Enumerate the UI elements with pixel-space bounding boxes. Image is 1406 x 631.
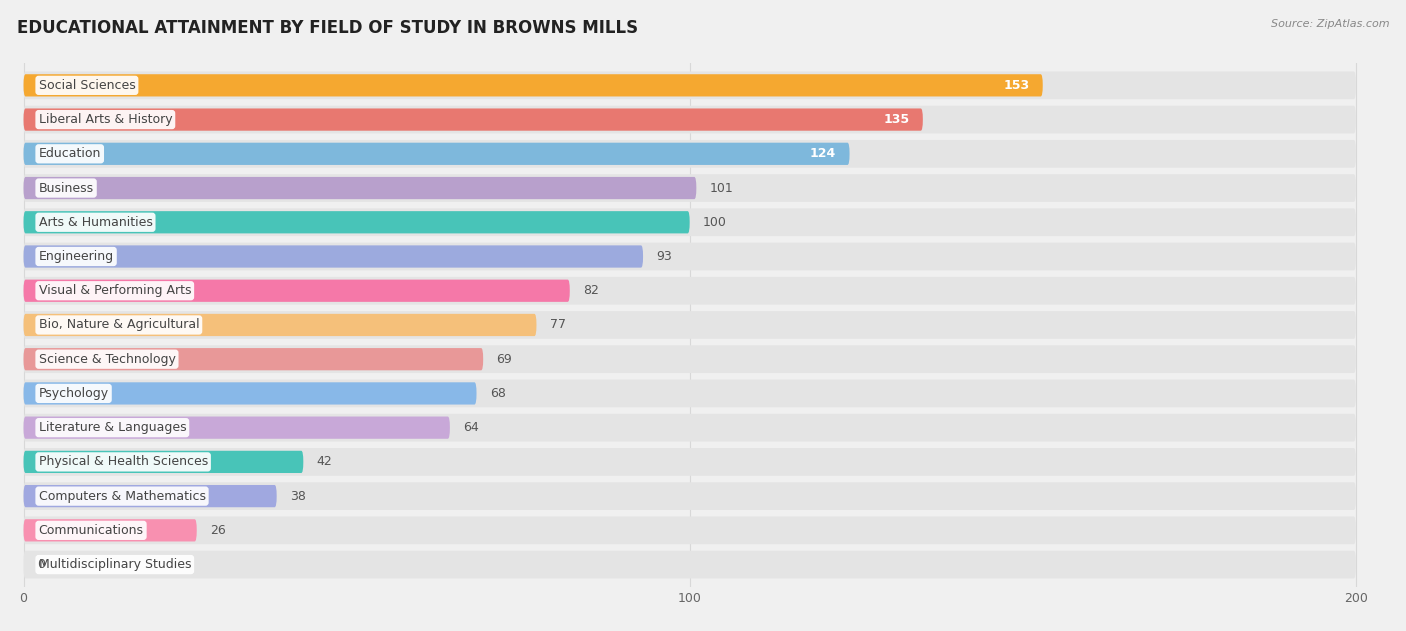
Text: 0: 0	[37, 558, 45, 571]
FancyBboxPatch shape	[24, 314, 537, 336]
FancyBboxPatch shape	[24, 311, 1355, 339]
Text: 69: 69	[496, 353, 512, 366]
Text: Science & Technology: Science & Technology	[38, 353, 176, 366]
FancyBboxPatch shape	[24, 380, 1355, 407]
FancyBboxPatch shape	[24, 451, 304, 473]
FancyBboxPatch shape	[24, 416, 450, 439]
Text: 38: 38	[290, 490, 307, 503]
Text: Liberal Arts & History: Liberal Arts & History	[38, 113, 172, 126]
FancyBboxPatch shape	[24, 109, 922, 131]
FancyBboxPatch shape	[24, 277, 1355, 305]
FancyBboxPatch shape	[24, 345, 1355, 373]
FancyBboxPatch shape	[24, 140, 1355, 168]
Text: 135: 135	[883, 113, 910, 126]
Text: Social Sciences: Social Sciences	[38, 79, 135, 92]
Text: 68: 68	[489, 387, 506, 400]
FancyBboxPatch shape	[24, 106, 1355, 133]
FancyBboxPatch shape	[24, 448, 1355, 476]
Text: Engineering: Engineering	[38, 250, 114, 263]
Text: Psychology: Psychology	[38, 387, 108, 400]
Text: Visual & Performing Arts: Visual & Performing Arts	[38, 284, 191, 297]
Text: 82: 82	[583, 284, 599, 297]
Text: Literature & Languages: Literature & Languages	[38, 421, 186, 434]
FancyBboxPatch shape	[24, 551, 1355, 579]
Text: Communications: Communications	[38, 524, 143, 537]
Text: EDUCATIONAL ATTAINMENT BY FIELD OF STUDY IN BROWNS MILLS: EDUCATIONAL ATTAINMENT BY FIELD OF STUDY…	[17, 19, 638, 37]
Text: 64: 64	[463, 421, 479, 434]
Text: Education: Education	[38, 147, 101, 160]
Text: 42: 42	[316, 456, 332, 468]
FancyBboxPatch shape	[24, 211, 690, 233]
FancyBboxPatch shape	[24, 174, 1355, 202]
FancyBboxPatch shape	[24, 519, 197, 541]
Text: 26: 26	[209, 524, 226, 537]
Text: 77: 77	[550, 319, 565, 331]
Text: 101: 101	[710, 182, 734, 194]
FancyBboxPatch shape	[24, 382, 477, 404]
Text: Computers & Mathematics: Computers & Mathematics	[38, 490, 205, 503]
Text: Physical & Health Sciences: Physical & Health Sciences	[38, 456, 208, 468]
FancyBboxPatch shape	[24, 243, 1355, 270]
Text: Source: ZipAtlas.com: Source: ZipAtlas.com	[1271, 19, 1389, 29]
FancyBboxPatch shape	[24, 143, 849, 165]
Text: Bio, Nature & Agricultural: Bio, Nature & Agricultural	[38, 319, 200, 331]
FancyBboxPatch shape	[24, 348, 484, 370]
FancyBboxPatch shape	[24, 482, 1355, 510]
FancyBboxPatch shape	[24, 177, 696, 199]
Text: 100: 100	[703, 216, 727, 229]
Text: Multidisciplinary Studies: Multidisciplinary Studies	[38, 558, 191, 571]
FancyBboxPatch shape	[24, 71, 1355, 99]
FancyBboxPatch shape	[24, 517, 1355, 544]
FancyBboxPatch shape	[24, 74, 1043, 97]
Text: Business: Business	[38, 182, 94, 194]
FancyBboxPatch shape	[24, 414, 1355, 442]
FancyBboxPatch shape	[24, 280, 569, 302]
FancyBboxPatch shape	[24, 485, 277, 507]
Text: 153: 153	[1004, 79, 1029, 92]
FancyBboxPatch shape	[24, 245, 643, 268]
FancyBboxPatch shape	[24, 208, 1355, 236]
Text: 93: 93	[657, 250, 672, 263]
Text: 124: 124	[810, 147, 837, 160]
Text: Arts & Humanities: Arts & Humanities	[38, 216, 152, 229]
